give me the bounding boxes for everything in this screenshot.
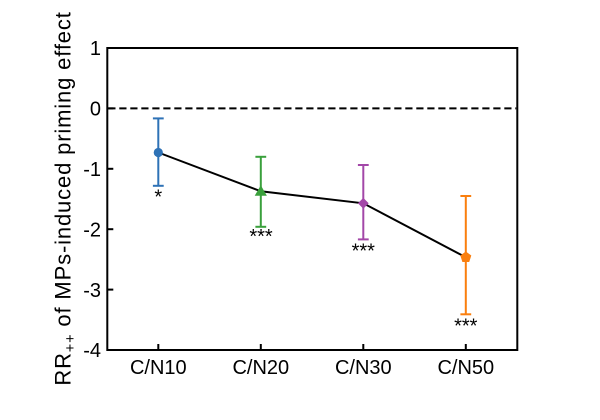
svg-text:***: *** (454, 315, 478, 337)
svg-text:-4: -4 (83, 340, 101, 362)
svg-text:-3: -3 (83, 280, 101, 302)
svg-text:C/N30: C/N30 (335, 357, 392, 379)
svg-text:-1: -1 (83, 159, 101, 181)
svg-text:C/N10: C/N10 (130, 357, 187, 379)
svg-text:1: 1 (90, 38, 101, 60)
svg-text:RR++ of MPs-induced priming ef: RR++ of MPs-induced priming effect (51, 11, 80, 385)
svg-text:*: * (154, 187, 162, 209)
svg-text:***: *** (249, 226, 273, 248)
svg-text:***: *** (352, 241, 376, 263)
svg-text:0: 0 (90, 99, 101, 121)
svg-text:-2: -2 (83, 219, 101, 241)
svg-text:C/N20: C/N20 (232, 357, 289, 379)
svg-text:C/N50: C/N50 (437, 357, 494, 379)
